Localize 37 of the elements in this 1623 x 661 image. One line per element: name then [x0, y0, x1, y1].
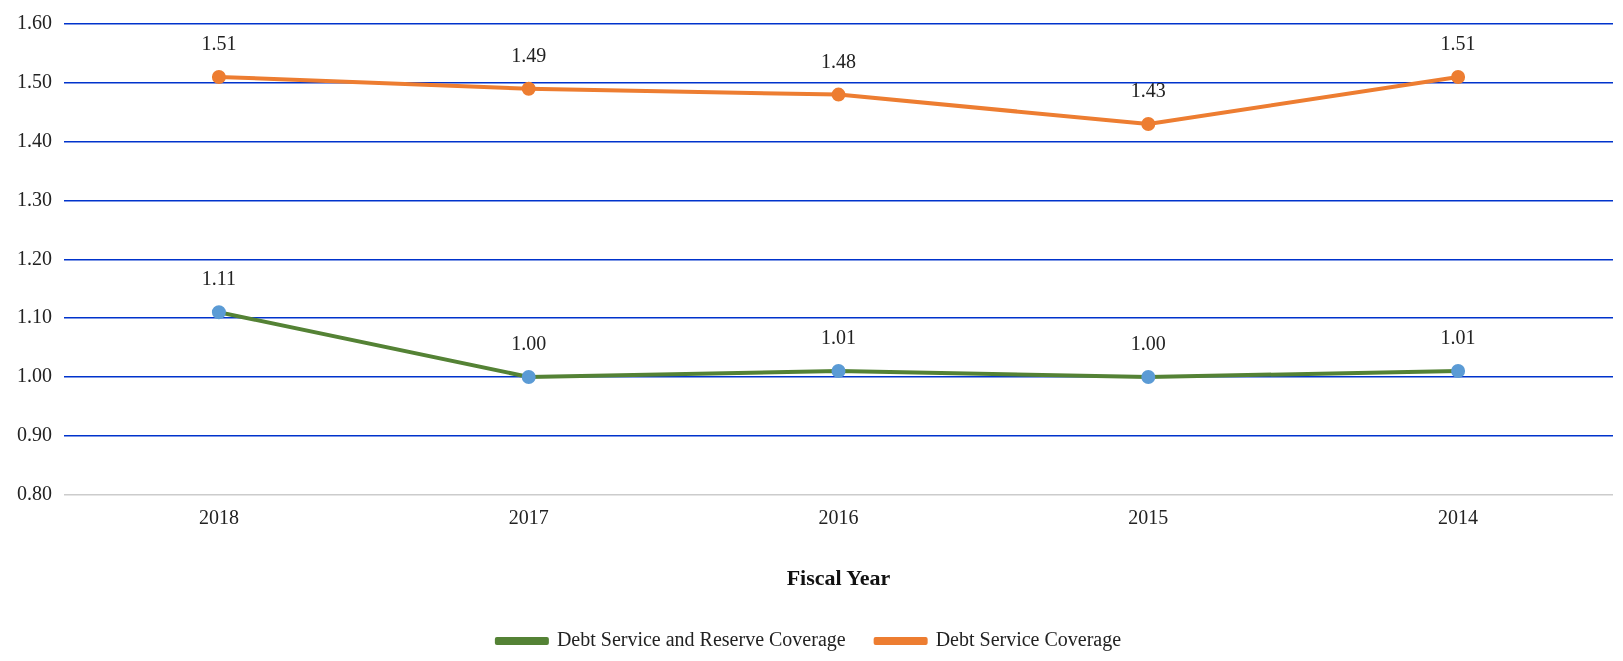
data-label: 1.51	[201, 32, 237, 55]
y-tick-label: 1.50	[17, 70, 52, 93]
data-label: 1.00	[1130, 332, 1166, 355]
point	[521, 81, 536, 96]
y-tick-label: 1.20	[17, 246, 52, 269]
y-tick-label: 1.10	[17, 305, 52, 328]
y-tick-label: 0.80	[17, 481, 52, 504]
data-label: 1.00	[511, 332, 547, 355]
y-tick-label: 1.00	[17, 364, 52, 387]
x-tick-label: 2015	[1128, 505, 1169, 528]
data-label: 1.51	[1440, 32, 1476, 55]
x-tick-label: 2017	[508, 505, 549, 528]
y-tick-label: 1.60	[17, 11, 52, 34]
point	[1451, 69, 1466, 84]
point	[831, 87, 846, 102]
data-label: 1.49	[511, 43, 547, 66]
data-label: 1.01	[1440, 326, 1476, 349]
point	[1141, 117, 1156, 131]
point	[211, 305, 226, 320]
x-tick-label: 2014	[1438, 505, 1479, 528]
x-axis-title: Fiscal Year	[786, 565, 891, 591]
y-tick-label: 1.40	[17, 128, 52, 151]
data-label: 1.48	[821, 49, 856, 72]
y-tick-label: 1.30	[17, 187, 52, 210]
y-tick-label: 0.90	[17, 423, 52, 446]
legend-label: Debt Service Coverage	[935, 628, 1122, 652]
x-tick-label: 2016	[818, 505, 859, 528]
x-tick-label: 2018	[198, 505, 239, 528]
legend-label: Debt Service and Reserve Coverage	[556, 628, 846, 652]
data-label: 1.01	[821, 326, 856, 349]
data-label: 1.11	[201, 267, 237, 290]
point	[1141, 369, 1156, 384]
point	[211, 69, 226, 84]
point	[521, 369, 536, 384]
point	[831, 364, 846, 379]
point	[1451, 364, 1466, 379]
data-label: 1.43	[1130, 79, 1166, 102]
